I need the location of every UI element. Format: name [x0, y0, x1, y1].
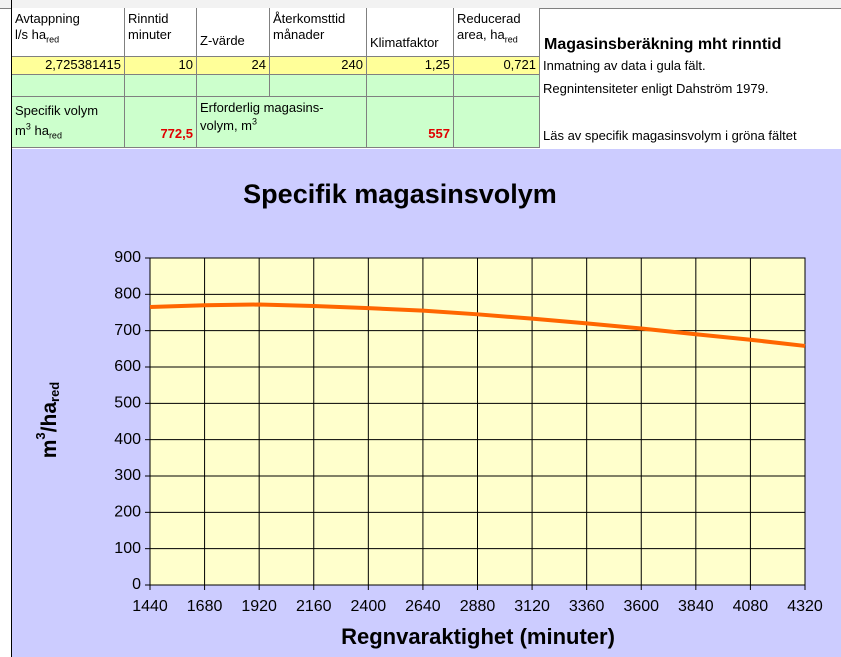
- y-tick-label: 900: [114, 249, 141, 266]
- data-line: [149, 302, 806, 348]
- header-line: Reducerad: [457, 11, 521, 26]
- empty-cell: [12, 75, 125, 97]
- y-label-sub: red: [47, 382, 62, 402]
- header-cell: Rinntid minuter: [125, 8, 197, 57]
- header-text: l/s ha: [15, 27, 47, 42]
- label-line: m3 hared: [15, 121, 121, 141]
- subscript: red: [504, 34, 518, 45]
- empty-cell: [197, 75, 270, 97]
- y-tick-label: 200: [114, 504, 141, 521]
- y-label-sup: 3: [33, 432, 48, 439]
- y-label-part: /ha: [38, 402, 61, 433]
- header-line: Avtappning: [15, 11, 80, 26]
- empty-cell: [454, 75, 540, 97]
- header-line: månader: [273, 27, 325, 42]
- x-tick-label: 1440: [132, 598, 168, 615]
- header-line: area, hared: [457, 27, 536, 45]
- note-line: Regnintensiteter enligt Dahström 1979.: [543, 81, 769, 96]
- empty-cell: [367, 75, 454, 97]
- x-tick-label: 2880: [460, 598, 496, 615]
- result-cell: 772,5: [125, 97, 197, 148]
- note-line: Läs av specifik magasinsvolym i gröna fä…: [543, 128, 797, 143]
- label-line: volym, m3: [200, 116, 363, 134]
- header-line: minuter: [128, 27, 172, 42]
- x-tick-label: 3600: [623, 598, 659, 615]
- sheet-left: [0, 0, 12, 657]
- x-tick-label: 3360: [569, 598, 605, 615]
- header-cell: Återkomsttid månader: [270, 8, 367, 57]
- plot-area: [149, 257, 806, 586]
- header-cell: Z-värde: [197, 8, 270, 57]
- input-cell: 240: [270, 57, 367, 75]
- x-tick-label: 3840: [678, 598, 714, 615]
- header-line: l/s hared: [15, 27, 121, 45]
- input-cell: 2,725381415: [12, 57, 125, 75]
- result-label-cell: Erforderlig magasins- volym, m3: [197, 97, 367, 148]
- input-cell: 1,25: [367, 57, 454, 75]
- y-axis-label: m3/hared: [33, 382, 62, 459]
- y-tick-label: 300: [114, 467, 141, 484]
- y-tick-label: 100: [114, 540, 141, 557]
- x-tick-label: 2400: [351, 598, 387, 615]
- header-text: area, ha: [457, 27, 505, 42]
- empty-cell: [125, 75, 197, 97]
- x-tick-label: 4080: [733, 598, 769, 615]
- label-text: m: [15, 123, 26, 138]
- header-line: Återkomsttid: [273, 11, 346, 26]
- subscript: red: [48, 130, 62, 141]
- input-cell: 0,721: [454, 57, 540, 75]
- x-tick-label: 1920: [241, 598, 277, 615]
- y-tick-label: 0: [132, 576, 141, 593]
- y-tick-label: 400: [114, 431, 141, 448]
- y-tick-label: 700: [114, 322, 141, 339]
- note-line: Inmatning av data i gula fält.: [543, 58, 706, 73]
- input-cell: 24: [197, 57, 270, 75]
- label-text: volym, m: [200, 118, 252, 133]
- header-line: Klimatfaktor: [370, 35, 439, 50]
- x-tick-label: 1680: [187, 598, 223, 615]
- x-tick-label: 2160: [296, 598, 332, 615]
- label-line: Erforderlig magasins-: [200, 100, 324, 115]
- result-cell: 557: [367, 97, 454, 148]
- input-cell: 10: [125, 57, 197, 75]
- header-cell: Klimatfaktor: [367, 8, 454, 57]
- superscript: 3: [252, 116, 258, 127]
- x-tick-label: 2640: [405, 598, 441, 615]
- x-tick-label: 3120: [514, 598, 550, 615]
- y-label-part: m: [38, 440, 61, 459]
- label-text: ha: [30, 123, 49, 138]
- subscript: red: [46, 34, 60, 45]
- header-line: Z-värde: [200, 33, 245, 48]
- plot-border: [149, 257, 806, 586]
- superscript: 3: [25, 121, 31, 132]
- header-line: Rinntid: [128, 11, 169, 26]
- empty-cell: [270, 75, 367, 97]
- result-label-cell: Specifik volym m3 hared: [12, 97, 125, 148]
- y-tick-label: 600: [114, 358, 141, 375]
- x-tick-label: 4320: [787, 598, 823, 615]
- chart-title: Specifik magasinsvolym: [243, 179, 557, 209]
- header-cell: Reducerad area, hared: [454, 8, 540, 57]
- y-tick-label: 800: [114, 286, 141, 303]
- empty-cell: [454, 97, 540, 148]
- label-line: Specifik volym: [15, 103, 99, 118]
- notes-title: Magasinsberäkning mht rinntid: [544, 36, 782, 53]
- header-cell: Avtappning l/s hared: [12, 8, 125, 57]
- chart-background: [12, 149, 841, 657]
- y-tick-label: 500: [114, 395, 141, 412]
- x-axis-label: Regnvaraktighet (minuter): [341, 624, 615, 649]
